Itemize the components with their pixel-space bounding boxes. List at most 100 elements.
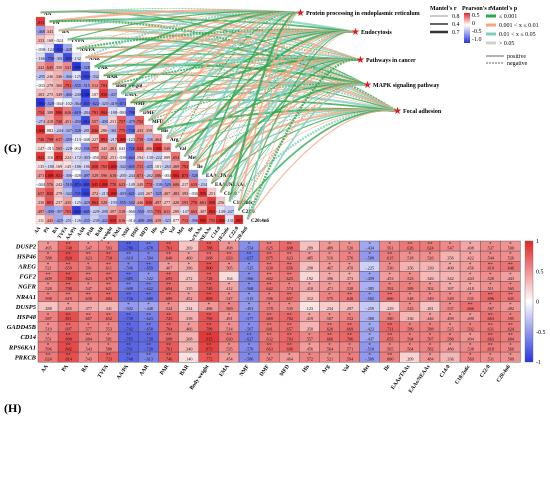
significance-star: * (368, 323, 371, 328)
tri-cell-value: .116 (46, 155, 53, 160)
tri-cell-value: -.355 (144, 209, 153, 214)
significance-star: * (87, 323, 90, 328)
significance-star: * (509, 253, 512, 258)
tri-cell-value: .606 (172, 182, 179, 187)
significance-star: ** (126, 323, 132, 328)
tri-cell-value: -.295 (36, 74, 45, 79)
significance-star: * (47, 293, 50, 298)
mantel-r-label: 0.4 (452, 22, 460, 28)
tri-cell-value: -.284 (81, 110, 91, 115)
significance-star: ** (287, 253, 293, 258)
cell-value: .594 (406, 336, 414, 341)
cell-value: -.437 (365, 336, 374, 341)
significance-star: * (107, 323, 110, 328)
cell-value: .498 (225, 246, 232, 251)
tri-cell-value: -.240 (72, 92, 81, 97)
cell-value: .618 (487, 347, 494, 352)
significance-star: * (368, 344, 371, 349)
tri-cell-value: -.290 (99, 209, 108, 214)
significance-star: ** (287, 313, 293, 318)
significance-star: * (348, 344, 351, 349)
variable-label: NMF (134, 102, 145, 107)
tri-cell-value: -1.000 (80, 92, 91, 97)
cell-value: .502 (426, 286, 433, 291)
row-label: DUSP5 (15, 304, 37, 311)
tri-cell-value: -.048 (81, 137, 90, 142)
cell-value: .491 (225, 316, 232, 321)
mantel-link (85, 10, 301, 59)
tri-cell-value: -.303 (81, 155, 90, 160)
significance-star: * (509, 283, 512, 288)
significance-star: ** (66, 243, 72, 248)
tri-cell-value: .397 (109, 209, 116, 214)
cell-value: .456 (466, 266, 473, 271)
significance-star: ** (206, 313, 212, 318)
cell-value: .396 (185, 266, 192, 271)
significance-star: ** (146, 283, 152, 288)
significance-star: ** (508, 334, 514, 339)
significance-star: ** (267, 273, 273, 278)
tri-cell-value: .616 (118, 218, 125, 223)
cell-value: .569 (225, 306, 232, 311)
cell-value: .656 (286, 266, 293, 271)
cell-value: -.622 (144, 286, 153, 291)
cell-value: -.522 (144, 276, 153, 281)
significance-star: * (248, 293, 251, 298)
cell-value: -.680 (144, 296, 153, 301)
significance-star: ** (267, 313, 273, 318)
significance-star: ** (287, 344, 293, 349)
significance-star: * (228, 323, 231, 328)
tri-cell-value: -.930 (81, 74, 90, 79)
significance-star: ** (86, 253, 92, 258)
tri-cell-value: -.172 (72, 155, 81, 160)
tri-cell-value: -.758 (45, 56, 54, 61)
significance-star: ** (166, 313, 172, 318)
tri-cell-value: .388 (46, 110, 53, 115)
tri-cell-value: .267 (145, 191, 152, 196)
tri-cell-value: -.942 (81, 191, 90, 196)
tri-cell-value: .711 (136, 164, 143, 169)
tri-cell-value: -.994 (36, 101, 46, 106)
tri-cell-value: .483 (172, 191, 179, 196)
cell-value: .297 (346, 306, 353, 311)
cell-value: .535 (466, 296, 473, 301)
significance-star: ** (66, 293, 72, 298)
tri-cell-value: .671 (136, 173, 143, 178)
tri-cell-value: .752 (136, 119, 143, 124)
cell-value: .336 (406, 316, 413, 321)
cell-value: .547 (85, 286, 92, 291)
significance-star: ** (146, 344, 152, 349)
cell-value: -.502 (124, 306, 133, 311)
tri-cell-value: .541 (64, 65, 71, 70)
significance-star: * (509, 243, 512, 248)
cell-value: -.515 (245, 296, 254, 301)
mantel-link (67, 38, 398, 112)
tri-cell-value: .906 (55, 110, 62, 115)
tri-cell-value: -.243 (135, 191, 144, 196)
significance-star: ** (66, 323, 72, 328)
cell-value: .630 (85, 296, 92, 301)
tri-cell-value: .343 (46, 29, 53, 34)
tri-cell-value: .846 (91, 128, 98, 133)
cell-value: -.225 (365, 266, 374, 271)
mantel-link (220, 110, 398, 193)
cell-value: .418 (466, 286, 473, 291)
tri-cell-value: -.542 (126, 200, 135, 205)
tri-cell-value: -.528 (45, 101, 54, 106)
significance-star: * (228, 283, 231, 288)
cell-value: .467 (326, 266, 333, 271)
tri-cell-value: 1.000 (153, 146, 162, 151)
sign-label: negative (507, 61, 528, 67)
significance-star: * (489, 273, 492, 278)
cell-value: .915 (205, 336, 212, 341)
tri-cell-value: .406 (145, 146, 152, 151)
cell-value: .454 (225, 357, 233, 362)
variable-label: PA (53, 21, 60, 26)
tri-cell-value: .471 (37, 173, 44, 178)
tri-cell-value: .765 (100, 164, 107, 169)
cell-value: .140 (185, 357, 192, 362)
significance-star: * (67, 303, 70, 308)
tri-cell-value: -.361 (108, 128, 117, 133)
cell-value: .209 (406, 357, 413, 362)
variable-axis-label: PA (43, 226, 51, 234)
